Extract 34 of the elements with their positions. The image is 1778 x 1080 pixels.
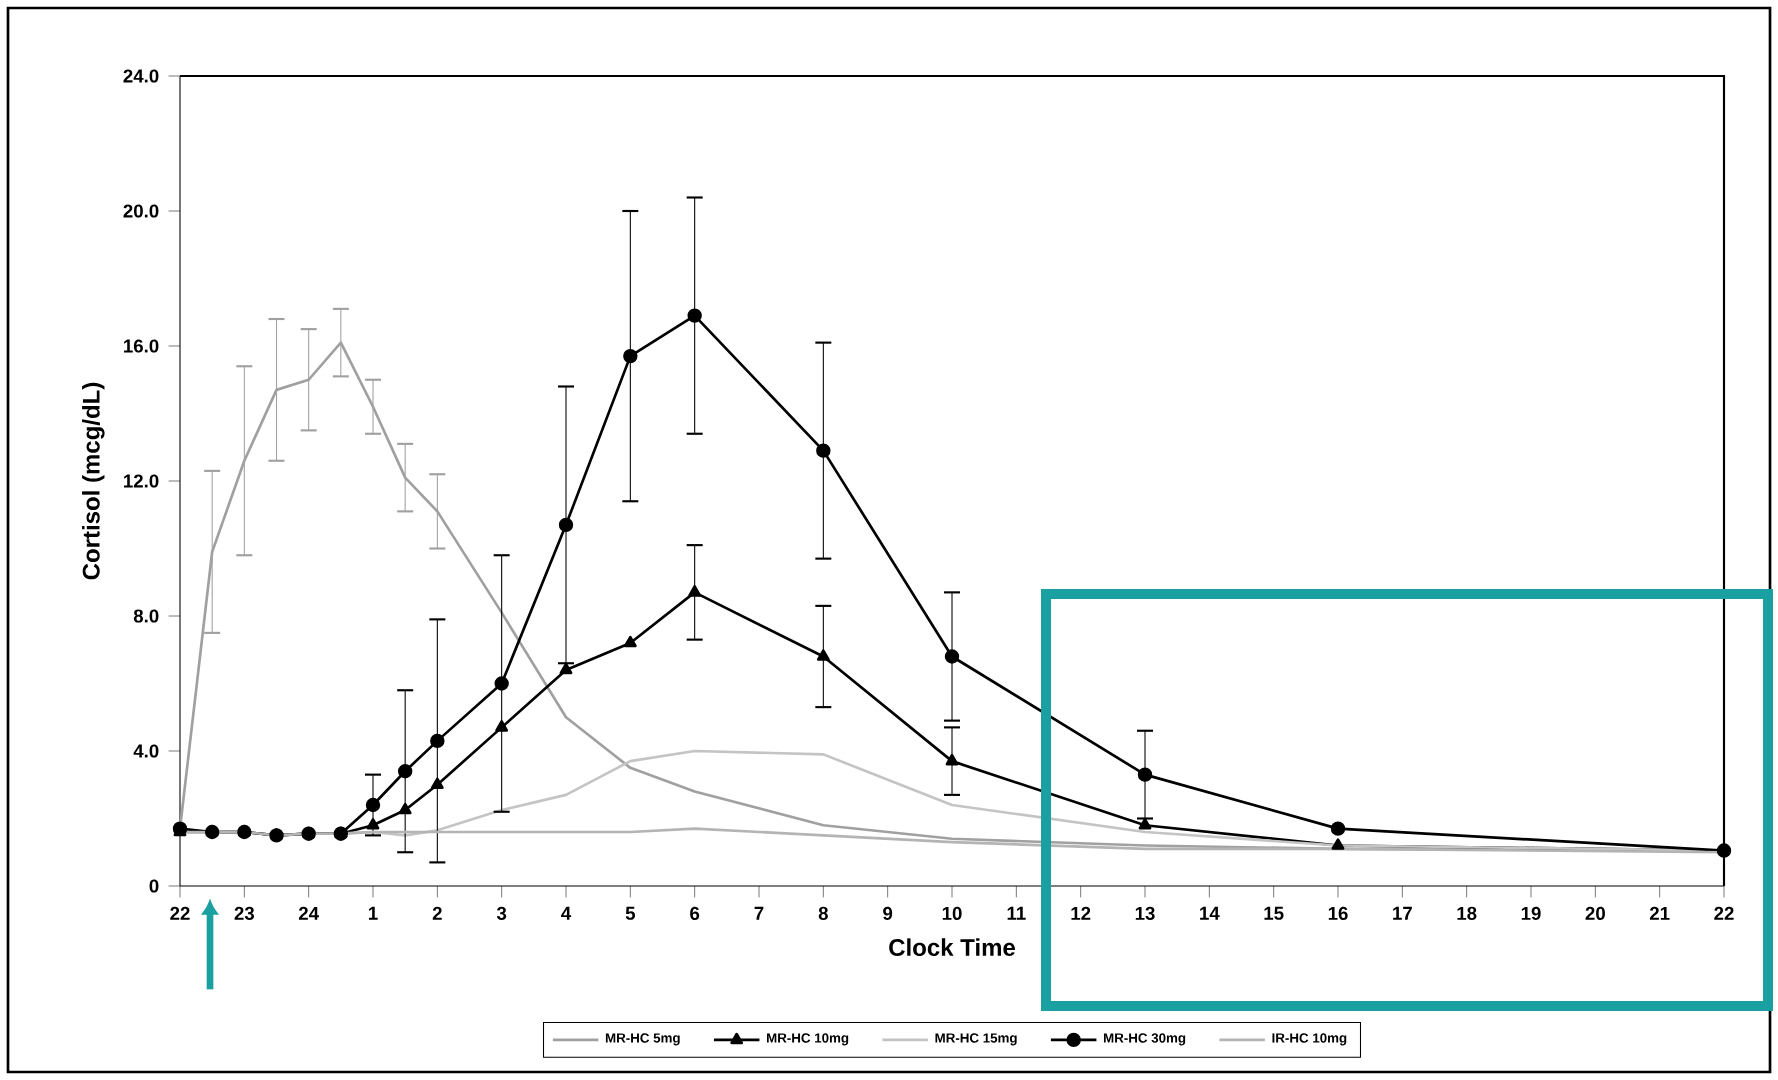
x-tick-label: 12	[1071, 906, 1091, 920]
x-tick-label: 22	[170, 906, 190, 920]
x-tick-label: 10	[942, 906, 962, 921]
x-tick-label: 13	[1135, 906, 1155, 921]
x-tick-label: 2	[432, 906, 442, 920]
x-tick-label: 3	[496, 906, 507, 921]
x-tick-label: 11	[1007, 906, 1026, 920]
x-tick-label: 20	[1585, 906, 1605, 921]
x-tick-label: 6	[690, 906, 700, 921]
y-tick-label: 16.0	[124, 339, 159, 353]
x-tick-label: 22	[1714, 906, 1734, 920]
y-tick-label: 0	[149, 879, 159, 893]
x-tick-label: 9	[883, 906, 893, 921]
x-tick-label: 23	[234, 906, 255, 921]
x-axis-title: Clock Time	[889, 938, 1016, 956]
x-tick-label: 4	[561, 906, 572, 920]
x-tick-label: 18	[1457, 906, 1477, 921]
x-tick-label: 16	[1328, 906, 1348, 921]
x-tick-label: 17	[1393, 906, 1412, 920]
y-tick-label: 8.0	[133, 609, 159, 623]
x-tick-label: 21	[1649, 906, 1670, 920]
x-tick-label: 19	[1521, 906, 1541, 921]
y-tick-label: 12.0	[124, 474, 159, 488]
x-tick-label: 5	[625, 906, 636, 920]
y-tick-label: 24.0	[123, 69, 159, 83]
x-tick-label: 8	[818, 906, 828, 921]
x-tick-label: 15	[1264, 906, 1284, 920]
y-axis-title: Cortisol (mcg/dL)	[82, 382, 105, 580]
x-tick-label: 1	[368, 906, 378, 920]
y-tick-label: 20.0	[123, 204, 159, 218]
x-tick-label: 14	[1200, 906, 1220, 920]
y-tick-label: 4.0	[133, 744, 159, 758]
x-tick-label: 7	[754, 906, 764, 920]
x-tick-label: 24	[298, 906, 319, 920]
